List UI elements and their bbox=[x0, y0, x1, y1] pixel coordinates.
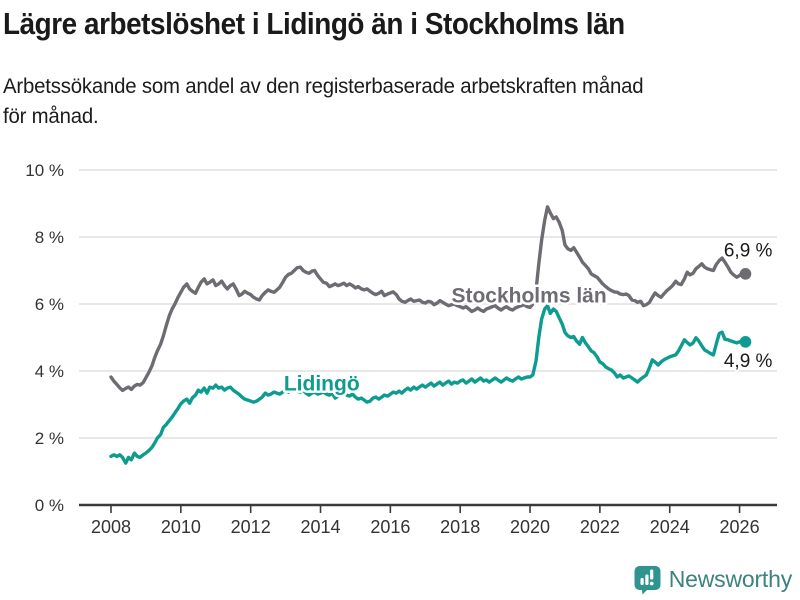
series-end-dot-liding- bbox=[739, 336, 752, 348]
bar-glyph-1 bbox=[640, 578, 644, 585]
x-axis-tick-label: 2012 bbox=[231, 517, 271, 537]
y-axis-tick-label: 2 % bbox=[35, 429, 64, 448]
y-axis-tick-label: 8 % bbox=[35, 228, 64, 247]
end-value-label-stockholms-l-n: 6,9 % bbox=[724, 240, 773, 261]
bar-glyph-2 bbox=[645, 574, 649, 585]
x-axis-tick-label: 2016 bbox=[370, 517, 410, 537]
series-line-stockholms-l-n bbox=[109, 205, 748, 393]
series-label-liding-: Lidingö bbox=[284, 372, 360, 395]
x-axis-tick-label: 2008 bbox=[91, 517, 131, 537]
series-line-liding- bbox=[109, 304, 748, 465]
brand-name: Newsworthy bbox=[668, 565, 792, 592]
series-end-dot-stockholms-l-n bbox=[739, 268, 752, 280]
y-axis-tick-label: 0 % bbox=[35, 496, 64, 515]
chart-header: Lägre arbetslöshet i Lidingö än i Stockh… bbox=[3, 6, 800, 128]
y-axis-tick-label: 10 % bbox=[25, 161, 64, 180]
x-axis-tick-label: 2010 bbox=[161, 517, 201, 537]
page-title: Lägre arbetslöshet i Lidingö än i Stockh… bbox=[3, 6, 625, 41]
x-axis-tick-label: 2018 bbox=[440, 517, 480, 537]
y-axis-tick-label: 6 % bbox=[35, 295, 64, 314]
chart-subtitle: Arbetssökande som andel av den registerb… bbox=[3, 72, 644, 132]
x-axis-tick-label: 2024 bbox=[650, 517, 690, 537]
subtitle-line-2: för månad. bbox=[3, 105, 99, 128]
x-axis-tick-label: 2022 bbox=[580, 517, 620, 537]
subtitle-line-1: Arbetssökande som andel av den registerb… bbox=[3, 75, 644, 98]
series-label-stockholms-l-n: Stockholms län bbox=[451, 285, 606, 308]
x-axis-tick-label: 2026 bbox=[720, 517, 760, 537]
end-value-label-liding-: 4,9 % bbox=[724, 351, 773, 372]
x-axis-tick-label: 2020 bbox=[510, 517, 550, 537]
newsworthy-logo-icon bbox=[634, 566, 661, 595]
x-axis-tick-label: 2014 bbox=[300, 517, 340, 537]
brand-footer: Newsworthy bbox=[634, 563, 792, 595]
exclamation-bar-glyph bbox=[649, 569, 654, 580]
exclamation-dot-glyph bbox=[649, 581, 654, 586]
y-axis-tick-label: 4 % bbox=[35, 362, 64, 381]
